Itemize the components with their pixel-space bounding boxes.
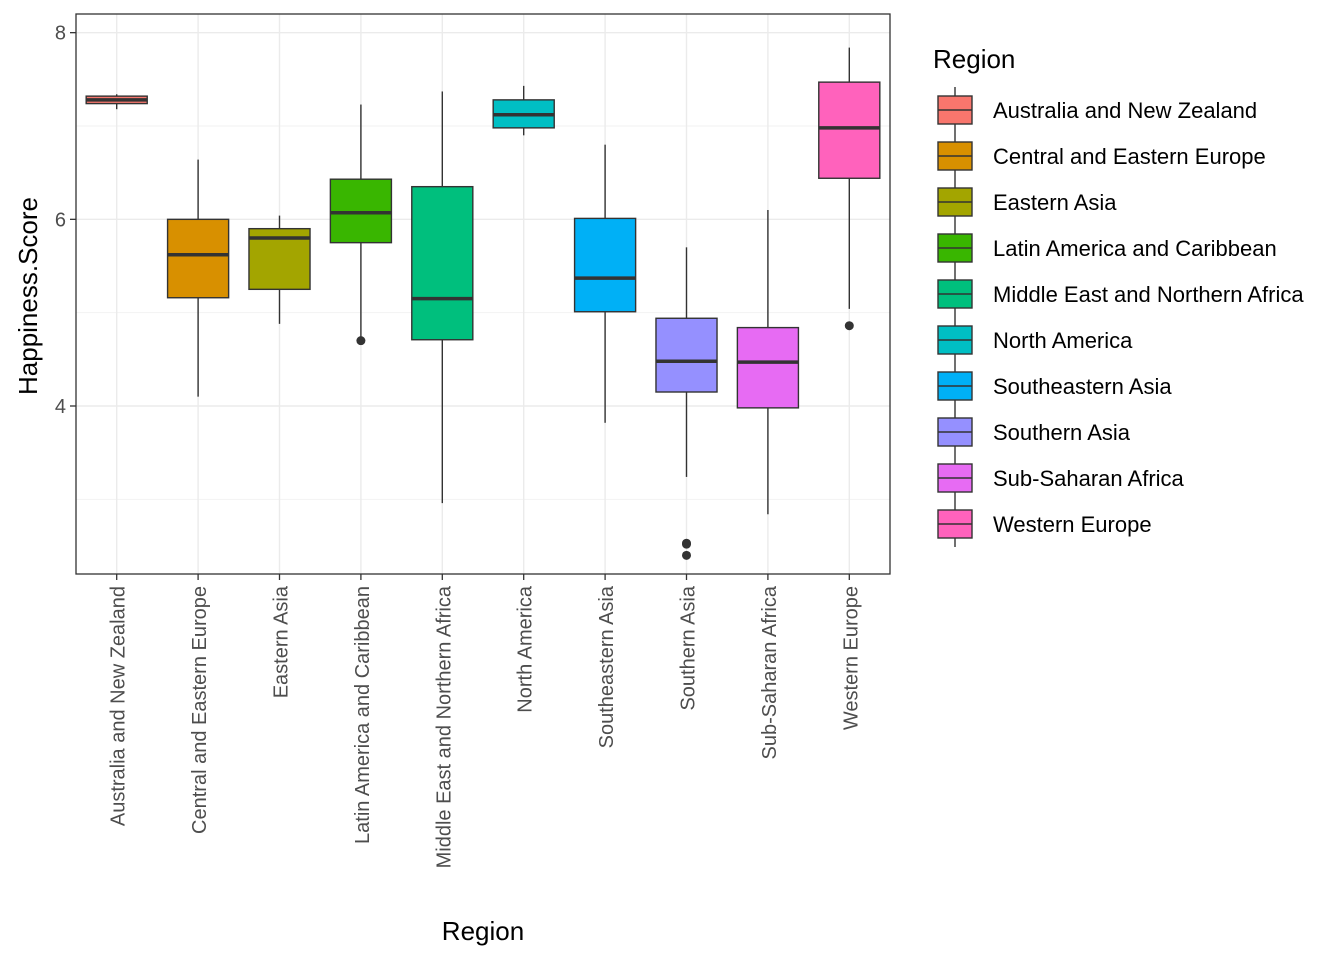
x-tick-label: Sub-Saharan Africa — [759, 585, 781, 759]
legend-label: Middle East and Northern Africa — [993, 282, 1304, 307]
x-tick-label: Southeastern Asia — [596, 585, 618, 748]
legend-label: Eastern Asia — [993, 190, 1117, 215]
legend-item: Eastern Asia — [937, 179, 1117, 225]
y-axis-title: Happiness.Score — [13, 197, 43, 395]
x-tick-label: Eastern Asia — [271, 585, 293, 698]
y-tick-label: 6 — [55, 209, 66, 231]
legend-item: Sub-Saharan Africa — [937, 455, 1185, 501]
box-group — [329, 104, 393, 346]
legend-label: Australia and New Zealand — [993, 98, 1257, 123]
y-tick-label: 8 — [55, 23, 66, 45]
x-tick-label: North America — [515, 585, 537, 713]
y-axis: 4 6 8 — [55, 23, 76, 418]
legend-item: Southeastern Asia — [937, 363, 1172, 409]
box-group — [492, 85, 555, 136]
box-group — [736, 210, 800, 515]
legend: Region Australia and New Zealand Central … — [933, 44, 1304, 547]
box-iqr — [573, 217, 637, 313]
legend-item: North America — [937, 317, 1133, 363]
outlier-point — [682, 539, 691, 549]
legend-label: Central and Eastern Europe — [993, 144, 1266, 169]
y-tick-label: 4 — [55, 396, 66, 418]
box-group — [655, 247, 718, 560]
outlier-point — [356, 336, 366, 346]
box-group — [818, 47, 881, 331]
box-group — [166, 159, 230, 397]
legend-label: Sub-Saharan Africa — [993, 466, 1185, 491]
x-tick-label: Southern Asia — [678, 585, 700, 710]
x-tick-label: Western Europe — [840, 586, 862, 730]
box-iqr — [329, 178, 393, 244]
box-group — [411, 91, 474, 504]
outlier-point — [682, 550, 691, 560]
legend-label: North America — [993, 328, 1133, 353]
x-tick-label: Australia and New Zealand — [108, 586, 130, 826]
x-tick-label: Latin America and Caribbean — [352, 586, 374, 844]
box-iqr — [818, 81, 881, 179]
x-axis: Australia and New Zealand Central and Eas… — [108, 574, 862, 868]
box-group — [248, 215, 311, 324]
panel-border — [75, 13, 891, 575]
legend-item: Central and Eastern Europe — [937, 133, 1266, 179]
box-iqr — [736, 326, 800, 409]
x-tick-label: Central and Eastern Europe — [189, 586, 211, 834]
legend-item: Latin America and Caribbean — [937, 225, 1277, 271]
box-iqr — [166, 218, 230, 299]
box-series — [85, 47, 881, 560]
box-iqr — [411, 185, 474, 341]
box-iqr — [655, 317, 718, 393]
legend-item: Australia and New Zealand — [937, 87, 1257, 133]
x-axis-title: Region — [442, 916, 524, 946]
legend-label: Southern Asia — [993, 420, 1131, 445]
legend-item: Southern Asia — [937, 409, 1131, 455]
legend-item: Western Europe — [937, 501, 1152, 547]
legend-label: Western Europe — [993, 512, 1152, 537]
box-group — [85, 94, 148, 110]
x-tick-label: Middle East and Northern Africa — [433, 585, 455, 868]
legend-label: Southeastern Asia — [993, 374, 1172, 399]
box-group — [573, 144, 637, 423]
legend-label: Latin America and Caribbean — [993, 236, 1277, 261]
legend-title: Region — [933, 44, 1015, 74]
outlier-point — [844, 321, 854, 331]
legend-item: Middle East and Northern Africa — [937, 271, 1304, 317]
